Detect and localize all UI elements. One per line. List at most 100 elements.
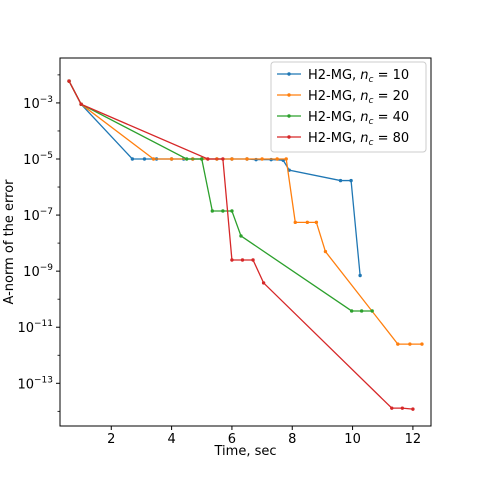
- legend-label-prefix: H2-MG,: [308, 89, 360, 104]
- legend-item: H2-MG, nc = 80: [277, 131, 409, 148]
- data-point: [358, 273, 362, 278]
- data-point: [323, 249, 328, 254]
- data-point: [240, 258, 245, 262]
- data-point: [275, 157, 279, 161]
- data-point: [349, 309, 354, 313]
- legend-label-sub: c: [369, 117, 374, 127]
- legend-label-var: n: [360, 89, 368, 104]
- data-point: [245, 157, 249, 161]
- data-point: [349, 178, 353, 183]
- legend-swatch-marker: [287, 135, 291, 139]
- data-point: [261, 281, 266, 285]
- legend-label: H2-MG, nc = 40: [308, 110, 409, 127]
- y-tick-label: 10−3: [23, 95, 53, 112]
- data-point: [400, 406, 405, 410]
- data-point: [338, 178, 343, 183]
- data-point: [284, 157, 288, 161]
- series-layer: [67, 79, 424, 411]
- data-point: [396, 342, 400, 346]
- legend-item: H2-MG, nc = 10: [277, 68, 409, 85]
- data-point: [305, 220, 310, 225]
- y-tick-label: 10−5: [23, 151, 53, 168]
- data-point: [230, 258, 234, 262]
- data-point: [314, 220, 319, 225]
- legend-label-prefix: H2-MG,: [308, 110, 360, 125]
- y-tick-label-base: 10: [23, 153, 40, 168]
- data-point: [206, 157, 210, 161]
- legend-label-prefix: H2-MG,: [308, 68, 360, 83]
- data-point: [260, 157, 264, 161]
- x-tick-label: 12: [405, 432, 422, 447]
- legend-label: H2-MG, nc = 20: [308, 89, 409, 106]
- y-tick-label-base: 10: [17, 377, 34, 392]
- data-point: [130, 157, 135, 161]
- legend-label-var: n: [360, 68, 368, 83]
- plot-frame: [59, 57, 432, 427]
- legend-label-suffix: = 40: [374, 110, 410, 125]
- y-tick-label-base: 10: [23, 209, 40, 224]
- data-point: [142, 157, 147, 161]
- legend-label-suffix: = 10: [374, 68, 410, 83]
- legend-label-sub: c: [369, 96, 374, 106]
- x-tick-label: 6: [228, 432, 236, 447]
- data-point: [251, 258, 255, 262]
- legend-item: H2-MG, nc = 40: [277, 110, 409, 127]
- legend-label-suffix: = 20: [374, 89, 410, 104]
- y-tick-label-base: 10: [23, 265, 40, 280]
- x-axis: 2 4 6 8 10 12: [107, 426, 421, 447]
- data-point: [200, 157, 204, 161]
- y-tick-label-exponent: −3: [40, 95, 53, 105]
- legend-label-var: n: [360, 131, 368, 146]
- y-tick-label-base: 10: [23, 97, 40, 112]
- data-point: [67, 79, 71, 83]
- legend-label-suffix: = 80: [374, 131, 410, 146]
- series-3: [67, 79, 415, 411]
- data-point: [230, 209, 234, 213]
- data-point: [359, 309, 364, 313]
- data-point: [169, 157, 174, 161]
- legend-item: H2-MG, nc = 20: [277, 89, 409, 106]
- x-tick-label: 10: [344, 432, 361, 447]
- data-point: [221, 209, 225, 213]
- legend-box: [270, 61, 427, 153]
- legend-label-sub: c: [369, 138, 374, 148]
- y-tick-label-exponent: −7: [40, 207, 53, 217]
- legend-label: H2-MG, nc = 10: [308, 68, 409, 85]
- data-point: [408, 342, 412, 346]
- legend-label-var: n: [360, 110, 368, 125]
- data-point: [390, 406, 394, 410]
- y-tick-label-exponent: −11: [34, 319, 53, 329]
- data-point: [221, 157, 225, 161]
- legend-label: H2-MG, nc = 80: [308, 131, 409, 148]
- data-point: [230, 157, 234, 161]
- data-point: [151, 157, 156, 161]
- data-point: [239, 234, 243, 238]
- data-point: [411, 407, 415, 411]
- data-point: [370, 309, 374, 313]
- y-tick-label: 10−11: [17, 319, 53, 336]
- data-point: [420, 342, 424, 346]
- x-axis-label: Time, sec: [214, 444, 277, 459]
- legend-swatch-marker: [287, 72, 291, 76]
- y-tick-label: 10−13: [17, 375, 53, 392]
- legend-label-sub: c: [369, 75, 374, 85]
- x-tick-label: 2: [107, 432, 115, 447]
- y-tick-label-exponent: −9: [40, 263, 54, 273]
- legend-swatch-marker: [287, 114, 291, 118]
- y-tick-label: 10−9: [23, 263, 53, 280]
- legend-swatch-marker: [287, 93, 291, 97]
- x-tick-label: 4: [167, 432, 175, 447]
- y-tick-label: 10−7: [23, 207, 53, 224]
- y-axis-label: A-norm of the error: [2, 179, 17, 305]
- data-point: [79, 102, 83, 106]
- y-tick-label-base: 10: [17, 321, 34, 336]
- y-tick-label-exponent: −5: [40, 151, 53, 161]
- x-tick-label: 8: [288, 432, 296, 447]
- legend-label-prefix: H2-MG,: [308, 131, 360, 146]
- data-point: [184, 157, 189, 161]
- y-tick-label-exponent: −13: [34, 375, 53, 385]
- data-point: [293, 220, 297, 225]
